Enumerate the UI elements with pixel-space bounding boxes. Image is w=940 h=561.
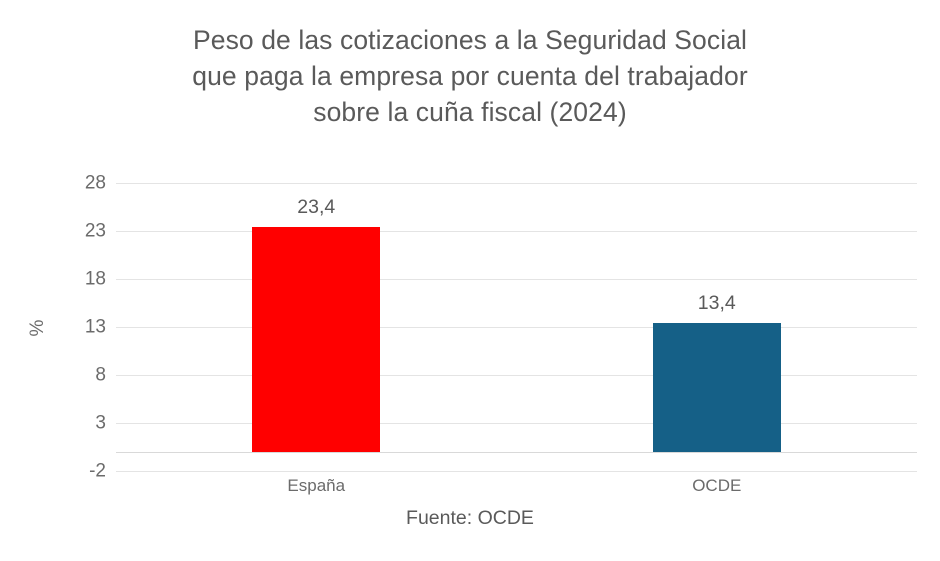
x-axis-tick-labels: España OCDE [116,474,917,500]
plot-area: 23,4 13,4 [116,183,917,472]
gridline [116,471,917,472]
y-axis-tick-label: 28 [84,172,106,194]
chart-title: Peso de las cotizaciones a la Seguridad … [0,22,940,130]
gridline [116,183,917,184]
bar-espa-a[interactable] [252,227,381,452]
gridline [116,279,917,280]
y-axis-tick-label: 18 [84,268,106,290]
x-axis-tick-label: OCDE [692,476,742,495]
y-axis-tick-labels: 28 23 18 13 8 3 -2 [32,174,106,481]
source-note: Fuente: OCDE [406,507,534,529]
y-axis-tick-label: -2 [89,460,106,482]
x-axis-tick-label: España [287,476,346,495]
gridline [116,423,917,424]
y-axis-tick-label: 3 [95,412,106,434]
bar-value-label: 13,4 [697,292,736,315]
gridline [116,327,917,328]
zero-baseline [116,451,917,453]
gridline [116,231,917,232]
chart-title-line-1: Peso de las cotizaciones a la Seguridad … [192,25,748,55]
y-axis-tick-label: 23 [84,220,106,242]
y-axis-tick-label: 13 [84,316,106,338]
bar-value-label: 23,4 [297,196,336,219]
gridline [116,375,917,376]
chart-title-line-2: que paga la empresa por cuenta del traba… [192,61,748,91]
y-axis-tick-label: 8 [95,364,106,386]
chart-title-line-3: sobre la cuña fiscal (2024) [313,97,627,127]
bar-ocde[interactable] [652,323,781,452]
